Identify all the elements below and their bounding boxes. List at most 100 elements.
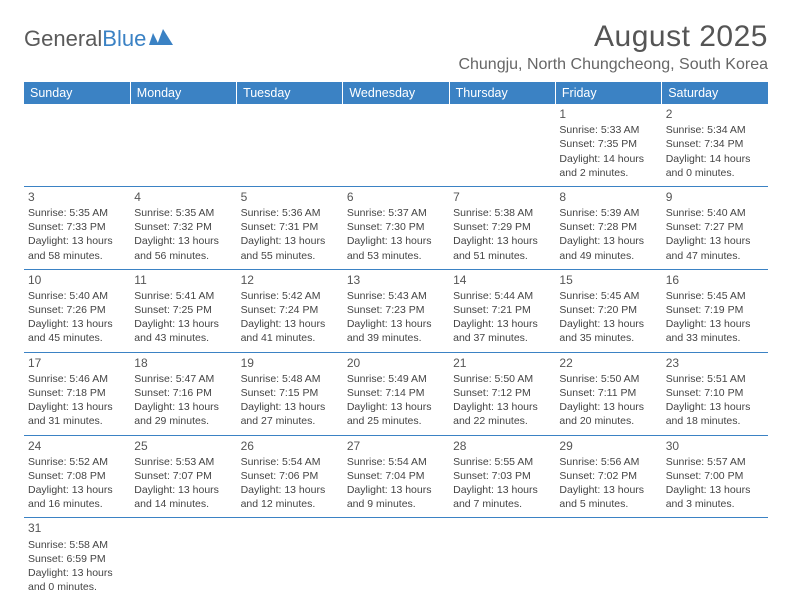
calendar-day-cell xyxy=(449,104,555,186)
sunset-line: Sunset: 7:12 PM xyxy=(453,386,551,400)
daylight-line: Daylight: 13 hours and 14 minutes. xyxy=(134,483,232,511)
sunrise-line: Sunrise: 5:35 AM xyxy=(134,206,232,220)
daylight-line: Daylight: 13 hours and 0 minutes. xyxy=(28,566,126,594)
sunrise-line: Sunrise: 5:52 AM xyxy=(28,455,126,469)
daylight-line: Daylight: 13 hours and 58 minutes. xyxy=(28,234,126,262)
calendar-day-cell: 6Sunrise: 5:37 AMSunset: 7:30 PMDaylight… xyxy=(343,186,449,269)
day-number: 7 xyxy=(453,189,551,205)
day-number: 6 xyxy=(347,189,445,205)
sunset-line: Sunset: 7:14 PM xyxy=(347,386,445,400)
sunrise-line: Sunrise: 5:58 AM xyxy=(28,538,126,552)
sunset-line: Sunset: 7:35 PM xyxy=(559,137,657,151)
sunrise-line: Sunrise: 5:37 AM xyxy=(347,206,445,220)
daylight-line: Daylight: 13 hours and 43 minutes. xyxy=(134,317,232,345)
sunset-line: Sunset: 7:11 PM xyxy=(559,386,657,400)
calendar-day-cell xyxy=(130,518,236,600)
day-number: 13 xyxy=(347,272,445,288)
sunset-line: Sunset: 7:26 PM xyxy=(28,303,126,317)
sunrise-line: Sunrise: 5:36 AM xyxy=(241,206,339,220)
calendar-day-cell: 21Sunrise: 5:50 AMSunset: 7:12 PMDayligh… xyxy=(449,352,555,435)
calendar-day-cell: 23Sunrise: 5:51 AMSunset: 7:10 PMDayligh… xyxy=(662,352,768,435)
day-number: 9 xyxy=(666,189,764,205)
day-number: 19 xyxy=(241,355,339,371)
day-number: 27 xyxy=(347,438,445,454)
weekday-header: Monday xyxy=(130,82,236,104)
day-number: 23 xyxy=(666,355,764,371)
sunset-line: Sunset: 7:21 PM xyxy=(453,303,551,317)
daylight-line: Daylight: 13 hours and 39 minutes. xyxy=(347,317,445,345)
sunset-line: Sunset: 7:03 PM xyxy=(453,469,551,483)
sunset-line: Sunset: 7:20 PM xyxy=(559,303,657,317)
sunset-line: Sunset: 7:15 PM xyxy=(241,386,339,400)
day-number: 20 xyxy=(347,355,445,371)
day-number: 14 xyxy=(453,272,551,288)
sunrise-line: Sunrise: 5:45 AM xyxy=(559,289,657,303)
sunrise-line: Sunrise: 5:51 AM xyxy=(666,372,764,386)
sunset-line: Sunset: 7:34 PM xyxy=(666,137,764,151)
daylight-line: Daylight: 13 hours and 27 minutes. xyxy=(241,400,339,428)
calendar-day-cell: 30Sunrise: 5:57 AMSunset: 7:00 PMDayligh… xyxy=(662,435,768,518)
sunrise-line: Sunrise: 5:50 AM xyxy=(559,372,657,386)
sunrise-line: Sunrise: 5:49 AM xyxy=(347,372,445,386)
calendar-day-cell: 16Sunrise: 5:45 AMSunset: 7:19 PMDayligh… xyxy=(662,269,768,352)
sunset-line: Sunset: 7:30 PM xyxy=(347,220,445,234)
sunrise-line: Sunrise: 5:43 AM xyxy=(347,289,445,303)
daylight-line: Daylight: 13 hours and 5 minutes. xyxy=(559,483,657,511)
calendar-week-row: 31Sunrise: 5:58 AMSunset: 6:59 PMDayligh… xyxy=(24,518,768,600)
day-number: 5 xyxy=(241,189,339,205)
calendar-week-row: 10Sunrise: 5:40 AMSunset: 7:26 PMDayligh… xyxy=(24,269,768,352)
calendar-day-cell: 17Sunrise: 5:46 AMSunset: 7:18 PMDayligh… xyxy=(24,352,130,435)
sunset-line: Sunset: 7:00 PM xyxy=(666,469,764,483)
calendar-day-cell: 8Sunrise: 5:39 AMSunset: 7:28 PMDaylight… xyxy=(555,186,661,269)
day-number: 3 xyxy=(28,189,126,205)
sunrise-line: Sunrise: 5:34 AM xyxy=(666,123,764,137)
day-number: 31 xyxy=(28,520,126,536)
sunrise-line: Sunrise: 5:46 AM xyxy=(28,372,126,386)
day-number: 25 xyxy=(134,438,232,454)
calendar-day-cell: 2Sunrise: 5:34 AMSunset: 7:34 PMDaylight… xyxy=(662,104,768,186)
daylight-line: Daylight: 13 hours and 41 minutes. xyxy=(241,317,339,345)
sunrise-line: Sunrise: 5:45 AM xyxy=(666,289,764,303)
sunrise-line: Sunrise: 5:40 AM xyxy=(28,289,126,303)
sunset-line: Sunset: 7:18 PM xyxy=(28,386,126,400)
sunrise-line: Sunrise: 5:39 AM xyxy=(559,206,657,220)
day-number: 18 xyxy=(134,355,232,371)
calendar-day-cell xyxy=(130,104,236,186)
calendar-day-cell: 7Sunrise: 5:38 AMSunset: 7:29 PMDaylight… xyxy=(449,186,555,269)
weekday-header: Sunday xyxy=(24,82,130,104)
daylight-line: Daylight: 13 hours and 56 minutes. xyxy=(134,234,232,262)
day-number: 16 xyxy=(666,272,764,288)
day-number: 24 xyxy=(28,438,126,454)
sunrise-line: Sunrise: 5:57 AM xyxy=(666,455,764,469)
day-number: 4 xyxy=(134,189,232,205)
day-number: 2 xyxy=(666,106,764,122)
calendar-day-cell: 13Sunrise: 5:43 AMSunset: 7:23 PMDayligh… xyxy=(343,269,449,352)
sunrise-line: Sunrise: 5:55 AM xyxy=(453,455,551,469)
day-number: 11 xyxy=(134,272,232,288)
sunset-line: Sunset: 7:27 PM xyxy=(666,220,764,234)
calendar-day-cell: 24Sunrise: 5:52 AMSunset: 7:08 PMDayligh… xyxy=(24,435,130,518)
daylight-line: Daylight: 13 hours and 47 minutes. xyxy=(666,234,764,262)
sunset-line: Sunset: 7:24 PM xyxy=(241,303,339,317)
sunset-line: Sunset: 7:02 PM xyxy=(559,469,657,483)
day-number: 22 xyxy=(559,355,657,371)
calendar-day-cell xyxy=(343,104,449,186)
sunrise-line: Sunrise: 5:41 AM xyxy=(134,289,232,303)
sunset-line: Sunset: 7:31 PM xyxy=(241,220,339,234)
daylight-line: Daylight: 14 hours and 2 minutes. xyxy=(559,152,657,180)
calendar-week-row: 17Sunrise: 5:46 AMSunset: 7:18 PM Dayligh… xyxy=(24,352,768,435)
daylight-line: Daylight: 13 hours and 3 minutes. xyxy=(666,483,764,511)
daylight-line: Daylight: 13 hours and 55 minutes. xyxy=(241,234,339,262)
calendar-day-cell: 4Sunrise: 5:35 AMSunset: 7:32 PMDaylight… xyxy=(130,186,236,269)
daylight-line: Daylight: 13 hours and 12 minutes. xyxy=(241,483,339,511)
sunset-line: Sunset: 7:07 PM xyxy=(134,469,232,483)
sunrise-line: Sunrise: 5:54 AM xyxy=(241,455,339,469)
sunset-line: Sunset: 7:16 PM xyxy=(134,386,232,400)
day-number: 1 xyxy=(559,106,657,122)
sunrise-line: Sunrise: 5:56 AM xyxy=(559,455,657,469)
daylight-line: Daylight: 13 hours and 22 minutes. xyxy=(453,400,551,428)
calendar-day-cell: 25Sunrise: 5:53 AMSunset: 7:07 PMDayligh… xyxy=(130,435,236,518)
weekday-header: Saturday xyxy=(662,82,768,104)
day-number: 17 xyxy=(28,355,126,371)
sunset-line: Sunset: 7:25 PM xyxy=(134,303,232,317)
